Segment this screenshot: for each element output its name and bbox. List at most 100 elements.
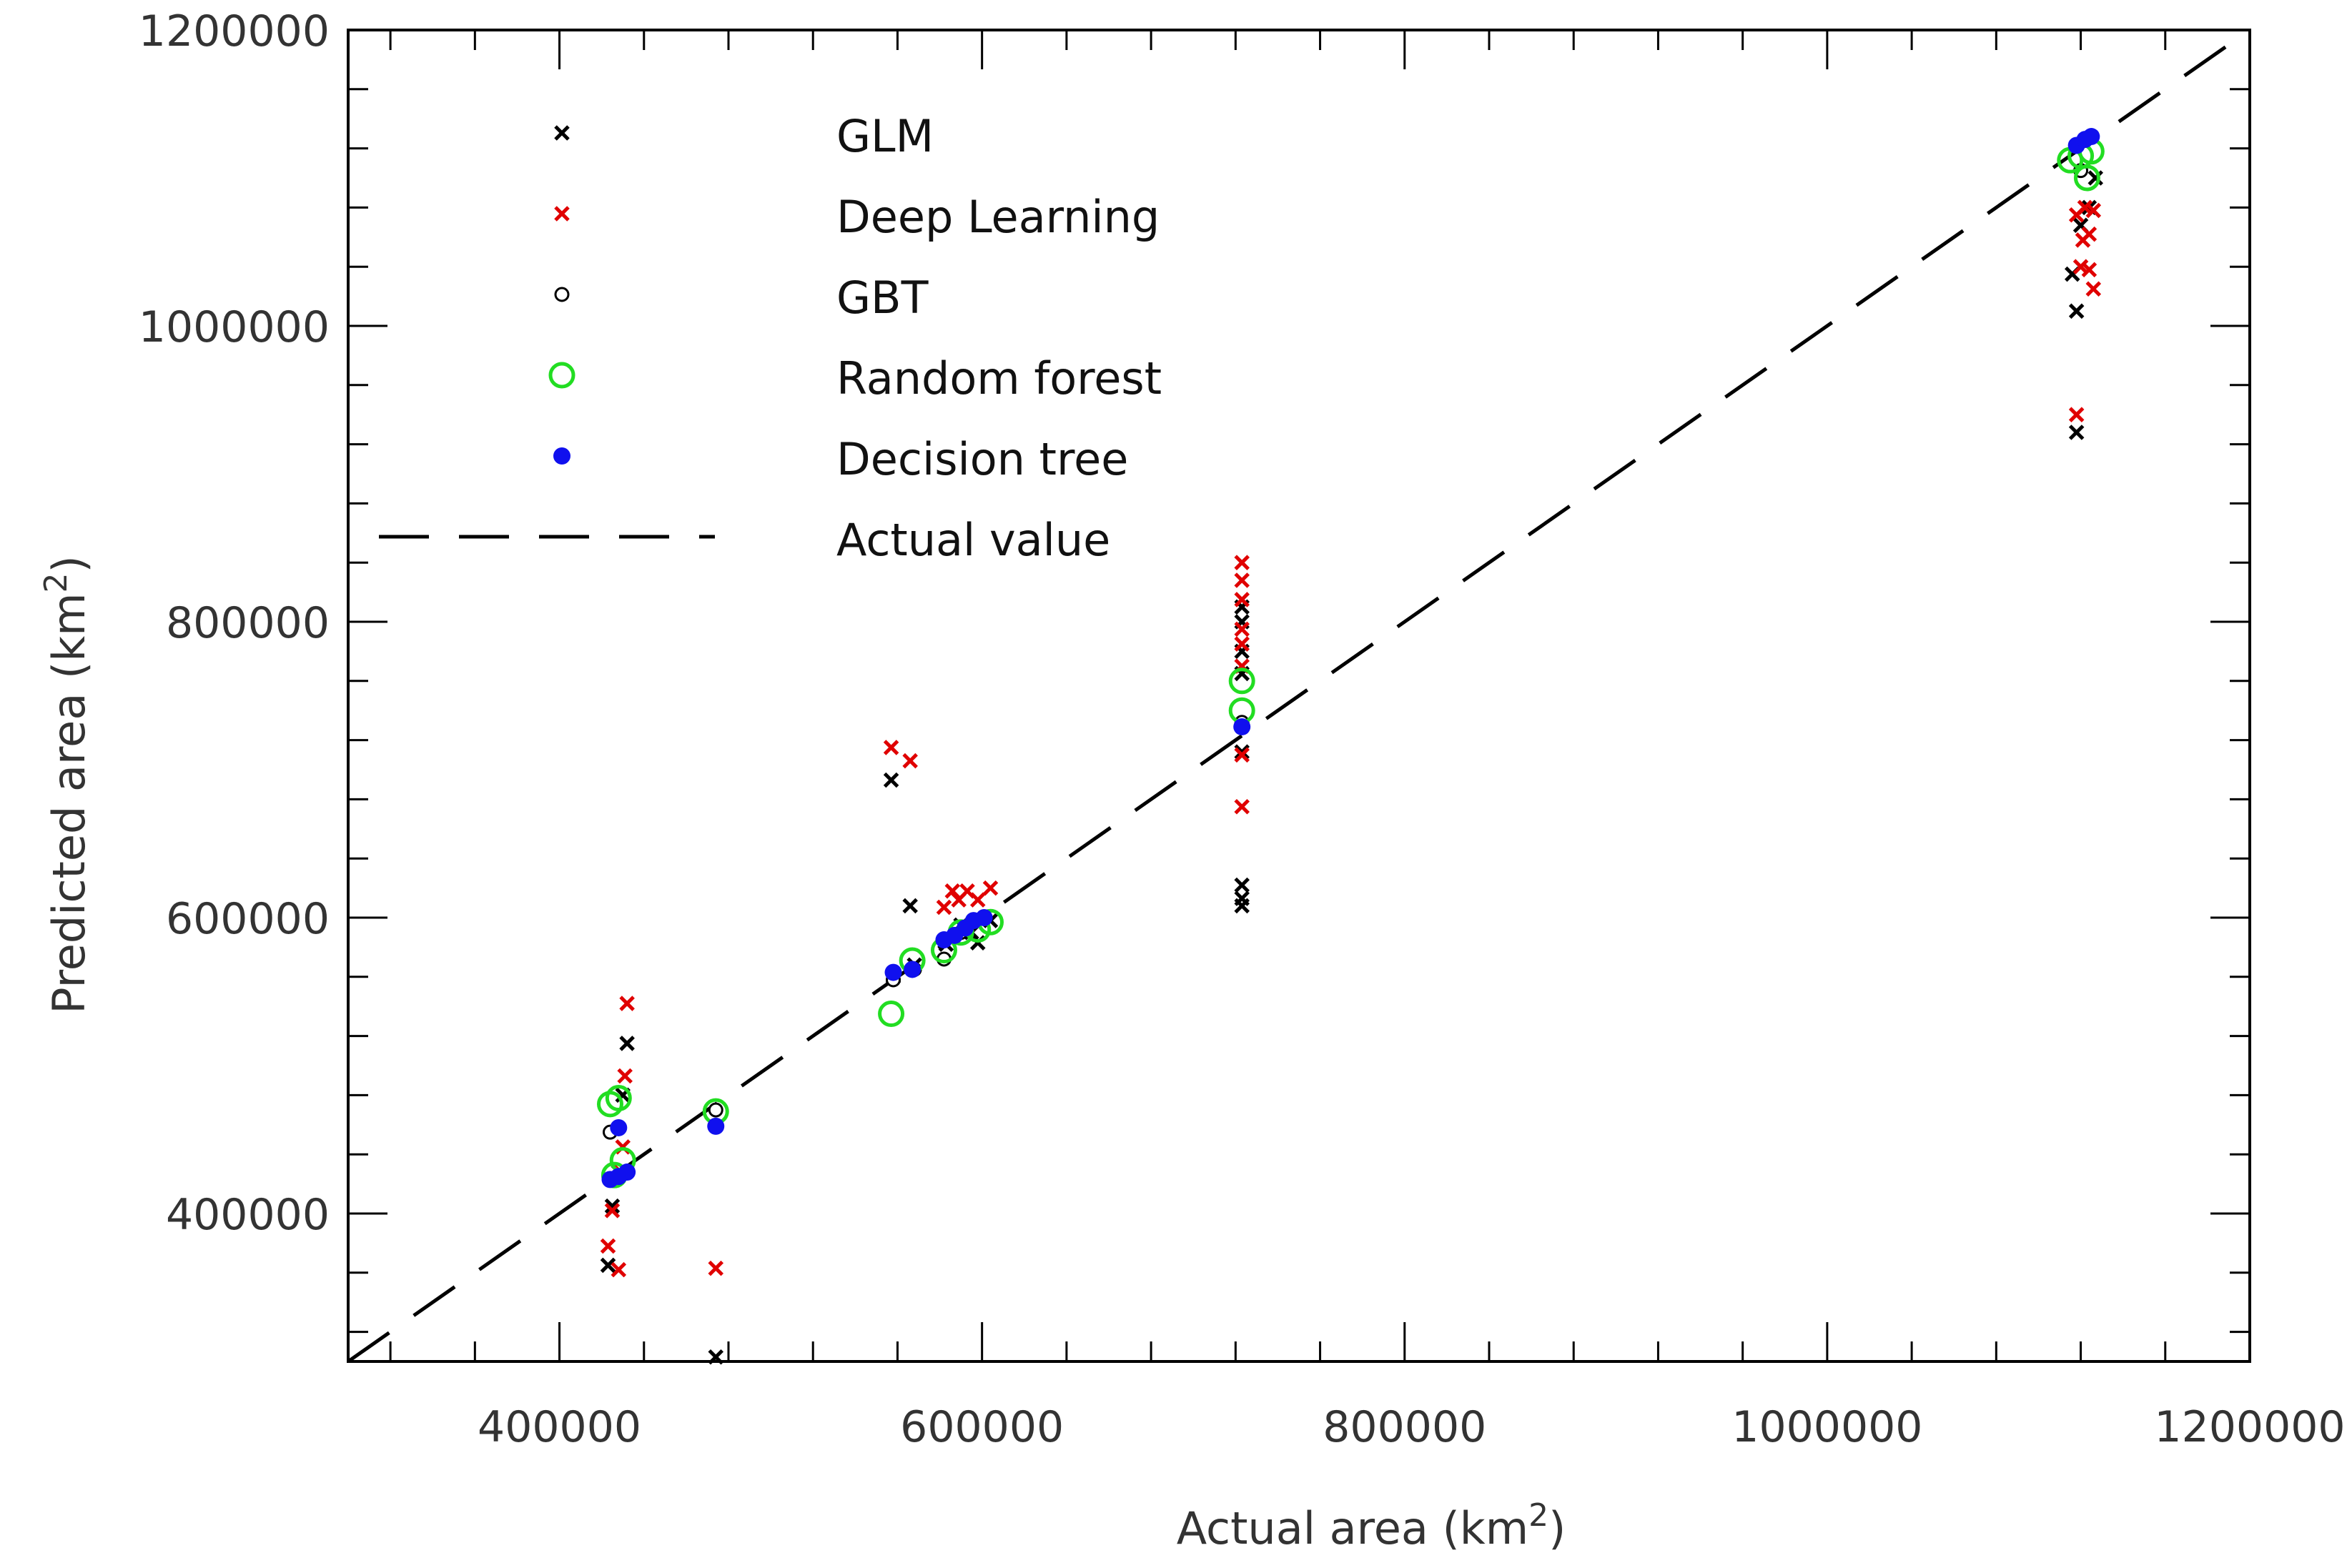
x-marker-stroke [554, 206, 570, 222]
point-deep-learning [982, 880, 999, 896]
point-decision-tree [707, 1117, 725, 1135]
x-marker-stroke [600, 1257, 616, 1274]
legend-marker-glm [554, 125, 570, 141]
x-marker-stroke [902, 753, 918, 769]
x-marker-stroke [2087, 170, 2104, 186]
point-decision-tree [2082, 128, 2100, 146]
point-glm [2068, 303, 2085, 319]
x-marker-stroke [554, 125, 570, 141]
y-tick-label: 400000 [166, 1190, 330, 1240]
x-marker-stroke [1234, 744, 1250, 760]
x-marker-stroke [902, 898, 918, 914]
x-marker-stroke [883, 772, 899, 788]
x-marker-stroke [2081, 262, 2098, 278]
legend-marker-decision-tree [553, 447, 570, 465]
x-marker-stroke [604, 1198, 621, 1214]
x-marker-stroke [1234, 621, 1250, 637]
x-marker-stroke [1234, 798, 1250, 815]
point-glm [600, 1257, 616, 1274]
legend-label-decision-tree: Decision tree [836, 433, 1128, 485]
point-deep-learning [611, 1261, 627, 1278]
x-marker-stroke [2068, 425, 2085, 440]
point-glm [1234, 890, 1250, 906]
legend: GLM Deep Learning GBT Random forest Decision… [379, 110, 1162, 566]
point-deep-learning [2085, 281, 2102, 297]
point-deep-learning [944, 883, 961, 899]
x-marker-stroke [2085, 281, 2102, 297]
series-decision-tree [601, 128, 2100, 1189]
point-decision-tree [1233, 718, 1251, 735]
x-marker-stroke [600, 1238, 616, 1254]
x-marker-stroke [619, 1036, 635, 1051]
x-marker-stroke [969, 892, 986, 908]
axes-group: 400000 600000 800000 1000000 1200000 400000 60… [139, 6, 2346, 1452]
point-decision-tree [610, 1118, 628, 1136]
point-deep-learning [1234, 572, 1250, 588]
point-glm [1234, 744, 1250, 760]
x-marker-stroke [619, 996, 635, 1011]
point-deep-learning [1234, 798, 1250, 815]
x-marker-stroke [936, 899, 952, 916]
point-random-forest [605, 1085, 632, 1112]
series-gbt [602, 163, 2089, 1184]
point-decision-tree [884, 963, 902, 981]
plot-frame [347, 29, 2251, 1363]
y-tick-label: 1200000 [139, 6, 330, 56]
x-tick-label: 600000 [900, 1402, 1064, 1452]
point-glm [708, 1349, 724, 1365]
x-marker-stroke [708, 1260, 724, 1276]
x-marker-stroke [1234, 890, 1250, 906]
x-marker-stroke [2072, 259, 2089, 274]
x-marker-stroke [617, 1068, 633, 1084]
series-deep-learning [600, 199, 2102, 1278]
point-gbt [708, 1102, 723, 1118]
legend-marker-gbt [554, 287, 570, 302]
point-random-forest [1228, 668, 1255, 695]
point-deep-learning [1234, 747, 1250, 763]
x-tick-label: 400000 [478, 1402, 641, 1452]
series-random-forest [596, 138, 2105, 1189]
x-marker-stroke [1234, 555, 1250, 570]
x-marker-stroke [1234, 572, 1250, 588]
x-marker-stroke [2068, 303, 2085, 319]
point-deep-learning [1234, 636, 1250, 652]
x-marker-stroke [2077, 199, 2093, 216]
x-marker-stroke [611, 1261, 627, 1278]
x-marker-stroke [959, 883, 975, 899]
x-marker-stroke [604, 1203, 621, 1219]
x-tick-label: 1000000 [1731, 1402, 1922, 1452]
legend-label-gbt: GBT [836, 272, 929, 324]
point-glm [2068, 425, 2085, 440]
point-deep-learning [1234, 555, 1250, 570]
y-tick-label: 800000 [166, 598, 330, 648]
x-marker-stroke [708, 1349, 724, 1365]
point-decision-tree [975, 909, 993, 926]
point-deep-learning [2081, 226, 2098, 242]
x-axis-title: Actual area (km2) [1177, 1497, 1566, 1555]
legend-label-deep-learning: Deep Learning [836, 191, 1160, 243]
x-marker-stroke [982, 880, 999, 896]
point-deep-learning [619, 996, 635, 1011]
reference-line-actual-value [347, 28, 2251, 1364]
point-decision-tree [904, 961, 921, 978]
legend-marker-random-forest [548, 362, 575, 389]
point-glm [2087, 170, 2104, 186]
legend-label-glm: GLM [836, 110, 934, 162]
x-marker-stroke [2085, 202, 2102, 219]
x-marker-stroke [1234, 747, 1250, 763]
point-deep-learning [2085, 202, 2102, 219]
x-tick-label: 800000 [1323, 1402, 1486, 1452]
point-glm [619, 1036, 635, 1051]
point-deep-learning [1234, 592, 1250, 607]
point-deep-learning [2077, 199, 2093, 216]
x-marker-stroke [1234, 877, 1250, 893]
legend-marker-deep-learning [554, 206, 570, 222]
reference-line-group [347, 28, 2251, 1364]
y-tick-label: 600000 [166, 894, 330, 944]
point-deep-learning [2068, 407, 2085, 422]
series-glm [600, 170, 2104, 1365]
point-deep-learning [708, 1260, 724, 1276]
point-deep-learning [969, 892, 986, 908]
